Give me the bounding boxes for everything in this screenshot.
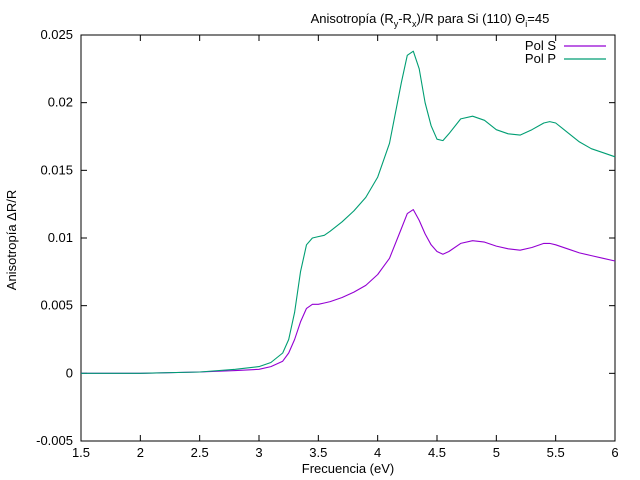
y-tick-label: 0.015 <box>40 162 73 177</box>
legend-label: Pol P <box>525 51 556 66</box>
y-tick-label: -0.005 <box>36 433 73 448</box>
plot-border <box>80 34 616 442</box>
legend-label: Pol S <box>525 38 556 53</box>
x-tick-label: 2.5 <box>191 445 209 460</box>
y-tick-label: 0.025 <box>40 27 73 42</box>
x-tick-label: 5 <box>493 445 500 460</box>
x-axis-label: Frecuencia (eV) <box>302 461 394 476</box>
series-group <box>81 50 616 374</box>
x-tick-label: 1.5 <box>72 445 90 460</box>
x-tick-label: 4 <box>374 445 381 460</box>
x-tick-label: 2 <box>137 445 144 460</box>
series-line-pol-s <box>81 209 616 374</box>
series-line-pol-p <box>81 50 616 374</box>
chart-title: Anisotropía (Ry-Rx)/R para Si (110) Θi=4… <box>311 11 550 29</box>
y-axis-label: Anisotropía ΔR/R <box>4 190 19 290</box>
x-tick-label: 3.5 <box>309 445 327 460</box>
x-tick-label: 3 <box>255 445 262 460</box>
y-tick-label: 0.02 <box>48 95 73 110</box>
y-tick-label: 0 <box>66 365 73 380</box>
plot-frame-group <box>80 34 616 442</box>
y-tick-label: 0.005 <box>40 298 73 313</box>
x-tick-label: 5.5 <box>547 445 565 460</box>
y-tick-label: 0.01 <box>48 230 73 245</box>
tick-marks-group: 1.5 2 2.5 3 3.5 4 4.5 5 5.5 6 -0.005 0 0.005 0.01 0.01… <box>36 27 618 460</box>
x-tick-label: 4.5 <box>428 445 446 460</box>
x-tick-label: 6 <box>611 445 618 460</box>
